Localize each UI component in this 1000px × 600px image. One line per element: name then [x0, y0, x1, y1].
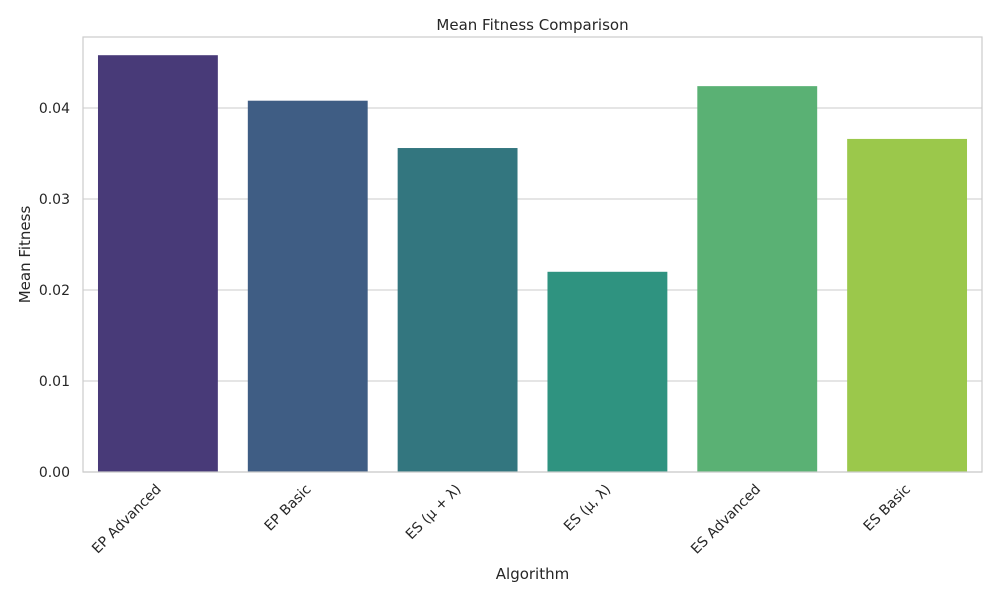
x-tick-label: EP Advanced — [89, 482, 165, 558]
bar — [397, 148, 518, 473]
bars — [97, 55, 968, 473]
bar — [697, 86, 818, 472]
bar — [847, 138, 968, 472]
bar — [547, 271, 668, 472]
x-tick-label: EP Basic — [262, 482, 315, 535]
x-tick-labels: EP Advanced EP Basic ES (μ + λ) ES (μ, λ) ES… — [89, 482, 914, 558]
y-tick-label: 0.01 — [39, 374, 70, 390]
x-tick-label: ES Basic — [861, 482, 914, 535]
plot-frame — [82, 36, 983, 473]
y-tick-label: 0.04 — [39, 101, 70, 117]
y-tick-label: 0.03 — [39, 192, 70, 208]
y-axis-label: Mean Fitness — [16, 206, 34, 304]
bar — [97, 55, 218, 472]
y-tick-label: 0.02 — [39, 283, 70, 299]
x-tick-label: ES (μ + λ) — [403, 482, 464, 543]
chart-title: Mean Fitness Comparison — [436, 16, 628, 34]
bar — [247, 100, 368, 472]
x-axis-label: Algorithm — [496, 565, 569, 583]
y-tick-labels: 0.00 0.01 0.02 0.03 0.04 — [39, 101, 70, 481]
x-tick-label: ES (μ, λ) — [561, 482, 614, 535]
y-tick-label: 0.00 — [39, 465, 70, 481]
x-tick-label: ES Advanced — [688, 482, 764, 558]
